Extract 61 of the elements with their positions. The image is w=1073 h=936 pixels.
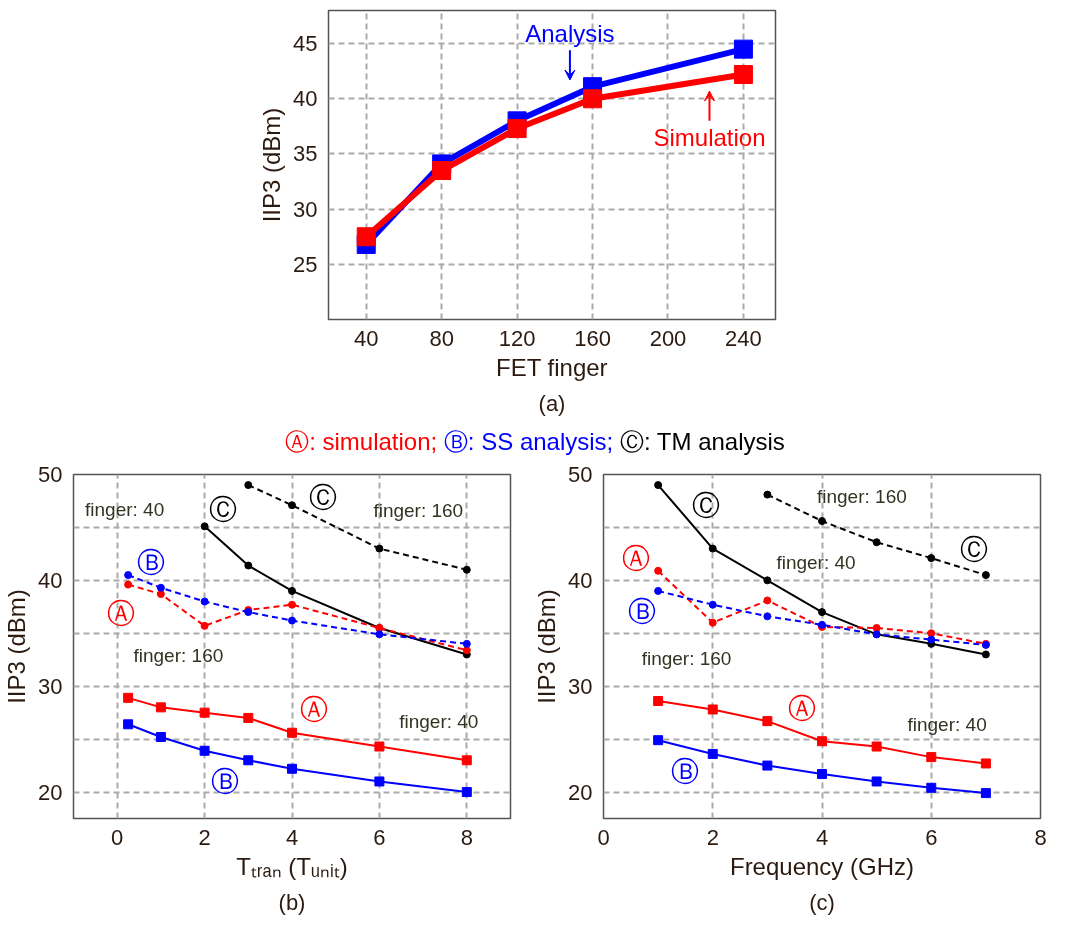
series-label: Ⓑ [210, 765, 239, 797]
y-tick-label: 30 [293, 196, 318, 222]
y-tick-label: 30 [38, 673, 63, 699]
x-axis-title: FET finger [495, 353, 608, 381]
annotation: finger: 160 [133, 645, 224, 666]
series-label: Ⓐ [787, 692, 816, 724]
x-tick-label: 8 [1034, 824, 1047, 850]
annotation: finger: 160 [641, 648, 732, 670]
x-tick-label: 6 [925, 824, 938, 850]
x-axis-title: Frequency (GHz) [729, 852, 915, 880]
x-tick-label: 2 [198, 824, 211, 850]
series-label: Ⓑ [671, 756, 700, 788]
series-label: Ⓒ [208, 493, 237, 525]
text: (b) [278, 889, 306, 915]
x-tick-label: 240 [725, 325, 762, 351]
y-tick-label: 35 [293, 141, 318, 167]
x-tick-label: 8 [460, 824, 473, 850]
y-tick-label: 20 [568, 779, 593, 805]
y-tick-label: 20 [38, 779, 63, 805]
series-label: Ⓒ [692, 489, 721, 521]
x-axis-title: Tₜᵣₐₙ (Tᵤₙᵢₜ) [236, 852, 348, 880]
annotation: finger: 40 [85, 498, 165, 520]
x-tick-label: 4 [815, 824, 829, 850]
series-label: Ⓐ [622, 542, 651, 574]
y-tick-label: 25 [293, 251, 318, 277]
x-tick-label: 80 [429, 325, 454, 351]
text: (c) [809, 889, 835, 915]
y-axis-title: IIP3 (dBm) [3, 589, 31, 704]
series-label: Ⓒ [309, 482, 338, 514]
x-tick-label: 200 [649, 325, 687, 351]
x-tick-label: 2 [706, 824, 719, 850]
series-label: Ⓒ [959, 534, 988, 566]
x-tick-label: 0 [597, 824, 610, 850]
legend-label: Simulation [653, 124, 766, 152]
annotation: finger: 40 [907, 713, 987, 735]
y-tick-label: 50 [38, 462, 63, 487]
series-label: Ⓑ [137, 546, 166, 578]
y-tick-label: 30 [568, 673, 593, 699]
series-label: Ⓑ [628, 595, 657, 627]
series-label: Ⓐ [300, 693, 329, 725]
x-tick-label: 120 [498, 325, 536, 351]
y-tick-label: 50 [568, 462, 593, 487]
y-tick-label: 40 [568, 567, 593, 593]
x-tick-label: 6 [373, 824, 386, 850]
x-tick-label: 160 [574, 325, 611, 351]
y-tick-label: 40 [293, 86, 318, 112]
series-label: Ⓐ [107, 597, 136, 629]
x-tick-label: 4 [285, 824, 299, 850]
y-axis-title: IIP3 (dBm) [533, 589, 561, 704]
annotation: finger: 160 [373, 499, 464, 521]
annotation: finger: 40 [776, 551, 856, 573]
x-tick-label: 0 [111, 824, 124, 850]
y-axis-title: IIP3 (dBm) [258, 107, 286, 223]
y-tick-label: 40 [38, 567, 63, 593]
chart-title: Ⓐ: simulation; Ⓑ: SS analysis; Ⓒ: TM analysis [285, 428, 785, 455]
annotation: finger: 160 [816, 486, 907, 508]
series-label: Analysis [525, 19, 615, 47]
annotation: finger: 40 [399, 710, 479, 732]
y-tick-label: 45 [293, 31, 318, 57]
x-tick-label: 40 [353, 325, 379, 351]
text: (a) [538, 390, 566, 416]
